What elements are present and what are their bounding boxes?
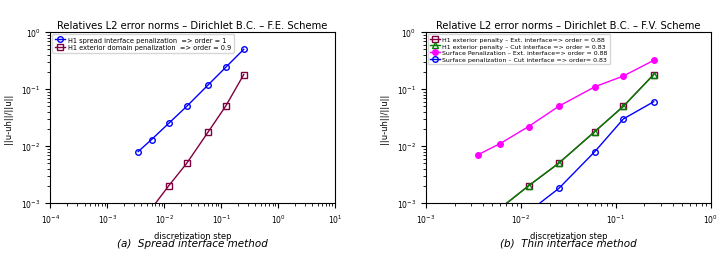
H1 exterior penalty – Ext. interface=> order = 0.88 — [649, 74, 658, 77]
H1 spread interface penalization  => order = 1 — [239, 49, 248, 52]
Surface penalization – Cut interface => order= 0.83 — [473, 241, 482, 244]
Surface penalization – Cut interface => order= 0.83 — [590, 150, 599, 153]
Surface Penalization – Ext. interface=> order = 0.88 — [524, 125, 533, 129]
H1 exterior domain penalization  => order = 0.9 — [239, 74, 248, 77]
Surface penalization – Cut interface => order= 0.83 — [554, 187, 563, 190]
H1 exterior penalty – Ext. interface=> order = 0.88 — [495, 207, 504, 210]
Surface penalization – Cut interface => order= 0.83 — [495, 231, 504, 234]
H1 exterior penalty – Cut interface => order = 0.83 — [495, 207, 504, 210]
Y-axis label: ||u-uh||/||u||: ||u-uh||/||u|| — [380, 93, 389, 143]
H1 exterior domain penalization  => order = 0.9 — [134, 219, 142, 222]
H1 exterior domain penalization  => order = 0.9 — [204, 131, 213, 134]
H1 spread interface penalization  => order = 1 — [164, 122, 173, 125]
H1 exterior domain penalization  => order = 0.9 — [182, 162, 191, 165]
Text: (b)  Thin interface method: (b) Thin interface method — [500, 238, 637, 248]
H1 exterior penalty – Ext. interface=> order = 0.88 — [524, 185, 533, 188]
Line: H1 exterior penalty – Ext. interface=> order = 0.88: H1 exterior penalty – Ext. interface=> o… — [475, 72, 656, 223]
H1 exterior penalty – Ext. interface=> order = 0.88 — [473, 219, 482, 222]
Legend: H1 spread interface penalization  => order = 1, H1 exterior domain penalization : H1 spread interface penalization => orde… — [52, 35, 233, 54]
H1 exterior penalty – Ext. interface=> order = 0.88 — [619, 105, 628, 108]
Surface Penalization – Ext. interface=> order = 0.88 — [619, 75, 628, 78]
H1 exterior penalty – Cut interface => order = 0.83 — [619, 105, 628, 108]
Line: H1 exterior domain penalization  => order = 0.9: H1 exterior domain penalization => order… — [136, 72, 246, 223]
Line: Surface penalization – Cut interface => order= 0.83: Surface penalization – Cut interface => … — [475, 100, 656, 246]
H1 spread interface penalization  => order = 1 — [221, 67, 230, 70]
H1 exterior domain penalization  => order = 0.9 — [164, 185, 173, 188]
H1 spread interface penalization  => order = 1 — [204, 84, 213, 87]
Surface Penalization – Ext. interface=> order = 0.88 — [649, 60, 658, 63]
H1 exterior domain penalization  => order = 0.9 — [221, 105, 230, 108]
H1 exterior penalty – Cut interface => order = 0.83 — [473, 219, 482, 222]
Title: Relatives L2 error norms – Dirichlet B.C. – F.E. Scheme: Relatives L2 error norms – Dirichlet B.C… — [57, 21, 328, 31]
Surface Penalization – Ext. interface=> order = 0.88 — [473, 154, 482, 157]
Line: H1 exterior penalty – Cut interface => order = 0.83: H1 exterior penalty – Cut interface => o… — [475, 72, 656, 223]
Surface penalization – Cut interface => order= 0.83 — [619, 118, 628, 121]
X-axis label: discretization step: discretization step — [530, 231, 607, 240]
Y-axis label: ||u-uh||/||u||: ||u-uh||/||u|| — [4, 93, 13, 143]
H1 exterior penalty – Cut interface => order = 0.83 — [590, 131, 599, 134]
Surface penalization – Cut interface => order= 0.83 — [649, 101, 658, 104]
H1 exterior penalty – Ext. interface=> order = 0.88 — [554, 162, 563, 165]
Surface Penalization – Ext. interface=> order = 0.88 — [554, 105, 563, 108]
H1 exterior domain penalization  => order = 0.9 — [147, 207, 156, 210]
Line: H1 spread interface penalization  => order = 1: H1 spread interface penalization => orde… — [136, 47, 246, 155]
H1 exterior penalty – Cut interface => order = 0.83 — [524, 185, 533, 188]
H1 exterior penalty – Cut interface => order = 0.83 — [649, 74, 658, 77]
Surface Penalization – Ext. interface=> order = 0.88 — [495, 142, 504, 146]
Title: Relative L2 error norms – Dirichlet B.C. – F.V. Scheme: Relative L2 error norms – Dirichlet B.C.… — [437, 21, 701, 31]
Line: Surface Penalization – Ext. interface=> order = 0.88: Surface Penalization – Ext. interface=> … — [475, 58, 656, 158]
H1 exterior penalty – Ext. interface=> order = 0.88 — [590, 131, 599, 134]
H1 spread interface penalization  => order = 1 — [147, 138, 156, 141]
H1 spread interface penalization  => order = 1 — [134, 150, 142, 153]
Text: (a)  Spread interface method: (a) Spread interface method — [117, 238, 268, 248]
Surface penalization – Cut interface => order= 0.83 — [524, 211, 533, 214]
Legend: H1 exterior penalty – Ext. interface=> order = 0.88, H1 exterior penalty – Cut i: H1 exterior penalty – Ext. interface=> o… — [428, 35, 610, 65]
H1 exterior penalty – Cut interface => order = 0.83 — [554, 162, 563, 165]
H1 spread interface penalization  => order = 1 — [182, 105, 191, 108]
X-axis label: discretization step: discretization step — [154, 231, 231, 240]
Surface Penalization – Ext. interface=> order = 0.88 — [590, 86, 599, 89]
